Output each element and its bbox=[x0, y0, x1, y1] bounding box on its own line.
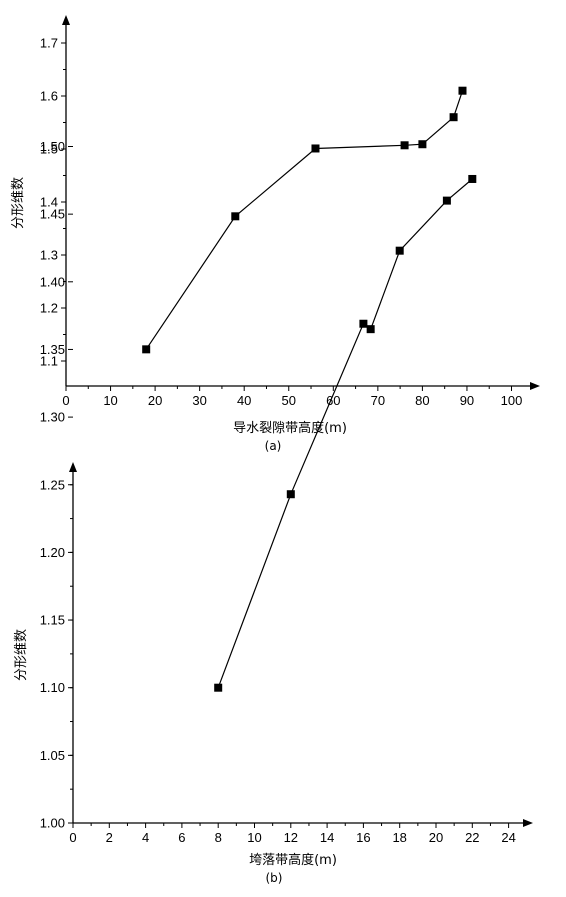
y-axis-arrow-a bbox=[62, 15, 70, 25]
data-point-a bbox=[449, 113, 458, 122]
y-tick-label-b: 1.20 bbox=[40, 545, 65, 560]
x-tick-label-b: 22 bbox=[465, 830, 479, 845]
y-tick-label-b: 1.05 bbox=[40, 748, 65, 763]
y-tick-label-a: 1.2 bbox=[40, 301, 58, 316]
x-tick-label-b: 10 bbox=[247, 830, 261, 845]
y-tick-label-b: 1.50 bbox=[40, 139, 65, 154]
x-tick-label-b: 14 bbox=[320, 830, 334, 845]
x-axis-title-b: 垮落带高度(m) bbox=[249, 852, 337, 868]
x-tick-label-a: 100 bbox=[501, 393, 523, 408]
series-line-a bbox=[145, 90, 464, 350]
data-point-a bbox=[142, 345, 151, 354]
data-point-a bbox=[231, 212, 240, 221]
data-point-a bbox=[418, 140, 427, 149]
y-tick-label-a: 1.3 bbox=[40, 248, 58, 263]
y-tick-label-b: 1.00 bbox=[40, 816, 65, 831]
x-tick-label-a: 10 bbox=[103, 393, 117, 408]
x-tick-label-b: 18 bbox=[392, 830, 406, 845]
y-tick-label-a: 1.4 bbox=[40, 195, 58, 210]
x-tick-label-a: 0 bbox=[62, 393, 69, 408]
panel-label-a: (a) bbox=[265, 439, 282, 453]
data-point-b bbox=[359, 319, 368, 328]
x-tick-label-b: 2 bbox=[106, 830, 113, 845]
y-tick-label-b: 1.25 bbox=[40, 477, 65, 492]
chart-panel-a: 导水裂隙带高度(m) (a) 分形维数 0 10 20 30 40 50 60 70 80 90 1… bbox=[11, 15, 540, 453]
data-point-b bbox=[286, 490, 295, 499]
x-tick-label-a: 40 bbox=[237, 393, 251, 408]
x-axis-arrow-b bbox=[523, 819, 533, 827]
x-axis-arrow-a bbox=[530, 382, 540, 390]
x-tick-label-b: 8 bbox=[215, 830, 222, 845]
x-tick-label-a: 70 bbox=[371, 393, 385, 408]
data-point-b bbox=[442, 196, 451, 205]
x-tick-label-a: 50 bbox=[282, 393, 296, 408]
chart-panel-b: 垮落带高度(m) (b) 分形维数 0 2 4 6 8 10 12 14 16 18 20 22 241… bbox=[14, 139, 533, 885]
data-point-b bbox=[214, 683, 223, 692]
y-tick-label-b: 1.35 bbox=[40, 342, 65, 357]
y-tick-label-b: 1.40 bbox=[40, 274, 65, 289]
y-tick-label-a: 1.5 bbox=[40, 142, 58, 157]
x-tick-label-b: 6 bbox=[178, 830, 185, 845]
y-axis-arrow-b bbox=[69, 462, 77, 472]
x-tick-label-b: 16 bbox=[356, 830, 370, 845]
x-tick-label-a: 90 bbox=[460, 393, 474, 408]
data-point-b bbox=[395, 246, 404, 255]
x-axis-title-a: 导水裂隙带高度(m) bbox=[233, 420, 347, 436]
y-tick-label-a: 1.6 bbox=[40, 89, 58, 104]
data-point-a bbox=[400, 141, 409, 150]
panel-label-b: (b) bbox=[266, 871, 283, 885]
y-tick-label-a: 1.1 bbox=[40, 354, 58, 369]
x-tick-label-b: 12 bbox=[284, 830, 298, 845]
y-tick-label-a: 1.7 bbox=[40, 36, 58, 51]
y-tick-label-b: 1.30 bbox=[40, 410, 65, 425]
data-point-b bbox=[366, 325, 375, 334]
y-tick-label-b: 1.45 bbox=[40, 207, 65, 222]
x-tick-label-a: 80 bbox=[415, 393, 429, 408]
y-tick-label-b: 1.10 bbox=[40, 680, 65, 695]
y-axis-title-b: 分形维数 bbox=[14, 629, 29, 681]
x-tick-label-b: 0 bbox=[69, 830, 76, 845]
y-axis-title-a: 分形维数 bbox=[11, 177, 26, 229]
x-tick-label-a: 30 bbox=[192, 393, 206, 408]
x-tick-label-b: 20 bbox=[429, 830, 443, 845]
x-tick-label-b: 4 bbox=[142, 830, 149, 845]
data-point-a bbox=[458, 86, 467, 95]
y-tick-label-b: 1.15 bbox=[40, 613, 65, 628]
data-point-a bbox=[311, 144, 320, 153]
x-tick-label-a: 20 bbox=[148, 393, 162, 408]
data-point-b bbox=[468, 174, 477, 183]
x-tick-label-b: 24 bbox=[501, 830, 515, 845]
